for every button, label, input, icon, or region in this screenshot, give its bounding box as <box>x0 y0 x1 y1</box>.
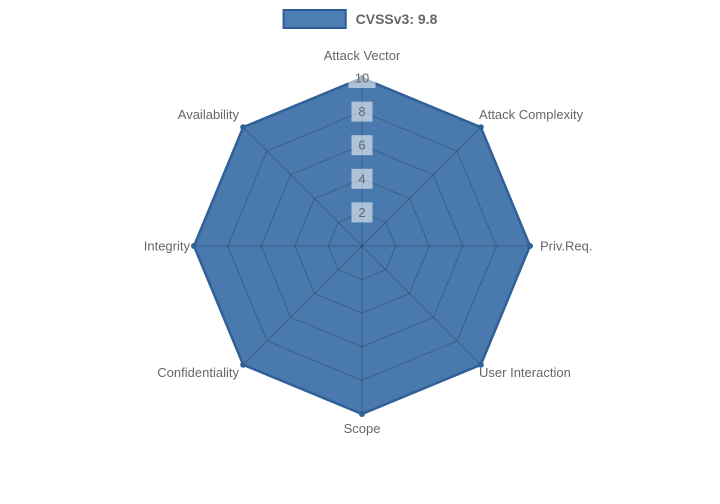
tick-label: 8 <box>358 104 365 119</box>
grid-spoke <box>242 126 363 247</box>
tick-backdrop <box>351 101 373 122</box>
grid-ring <box>227 111 497 381</box>
tick-backdrop <box>351 135 373 156</box>
radar-point <box>240 124 247 131</box>
radar-point <box>359 411 365 417</box>
tick-label: 10 <box>355 71 369 86</box>
axis-label: Priv.Req. <box>540 239 593 254</box>
axis-label: Attack Vector <box>324 48 401 63</box>
radar-point <box>527 243 533 249</box>
axis-label: Confidentiality <box>157 365 239 380</box>
legend[interactable]: CVSSv3: 9.8 <box>282 9 438 29</box>
grid-spoke <box>361 245 482 366</box>
grid-ring <box>327 211 397 281</box>
axis-label: Availability <box>178 107 240 122</box>
tick-backdrop <box>351 202 373 223</box>
grid-spoke <box>242 245 363 366</box>
tick-backdrop <box>351 168 373 189</box>
legend-label[interactable]: CVSSv3: 9.8 <box>355 11 438 27</box>
grid-ring <box>260 144 464 348</box>
tick-label: 4 <box>358 171 365 186</box>
grid-ring <box>294 178 430 314</box>
axis-label: Integrity <box>144 239 191 254</box>
axis-label: User Interaction <box>479 365 571 380</box>
radar-fill <box>194 78 530 414</box>
grid-spoke <box>361 126 482 247</box>
radar-point <box>477 361 484 368</box>
tick-label: 6 <box>358 138 365 153</box>
legend-swatch[interactable] <box>282 9 347 29</box>
axis-label: Attack Complexity <box>479 107 584 122</box>
radar-point <box>477 124 484 131</box>
tick-label: 2 <box>358 205 365 220</box>
axis-label: Scope <box>344 421 381 436</box>
tick-backdrop <box>348 68 376 88</box>
radar-point <box>191 243 197 249</box>
radar-point <box>240 361 247 368</box>
